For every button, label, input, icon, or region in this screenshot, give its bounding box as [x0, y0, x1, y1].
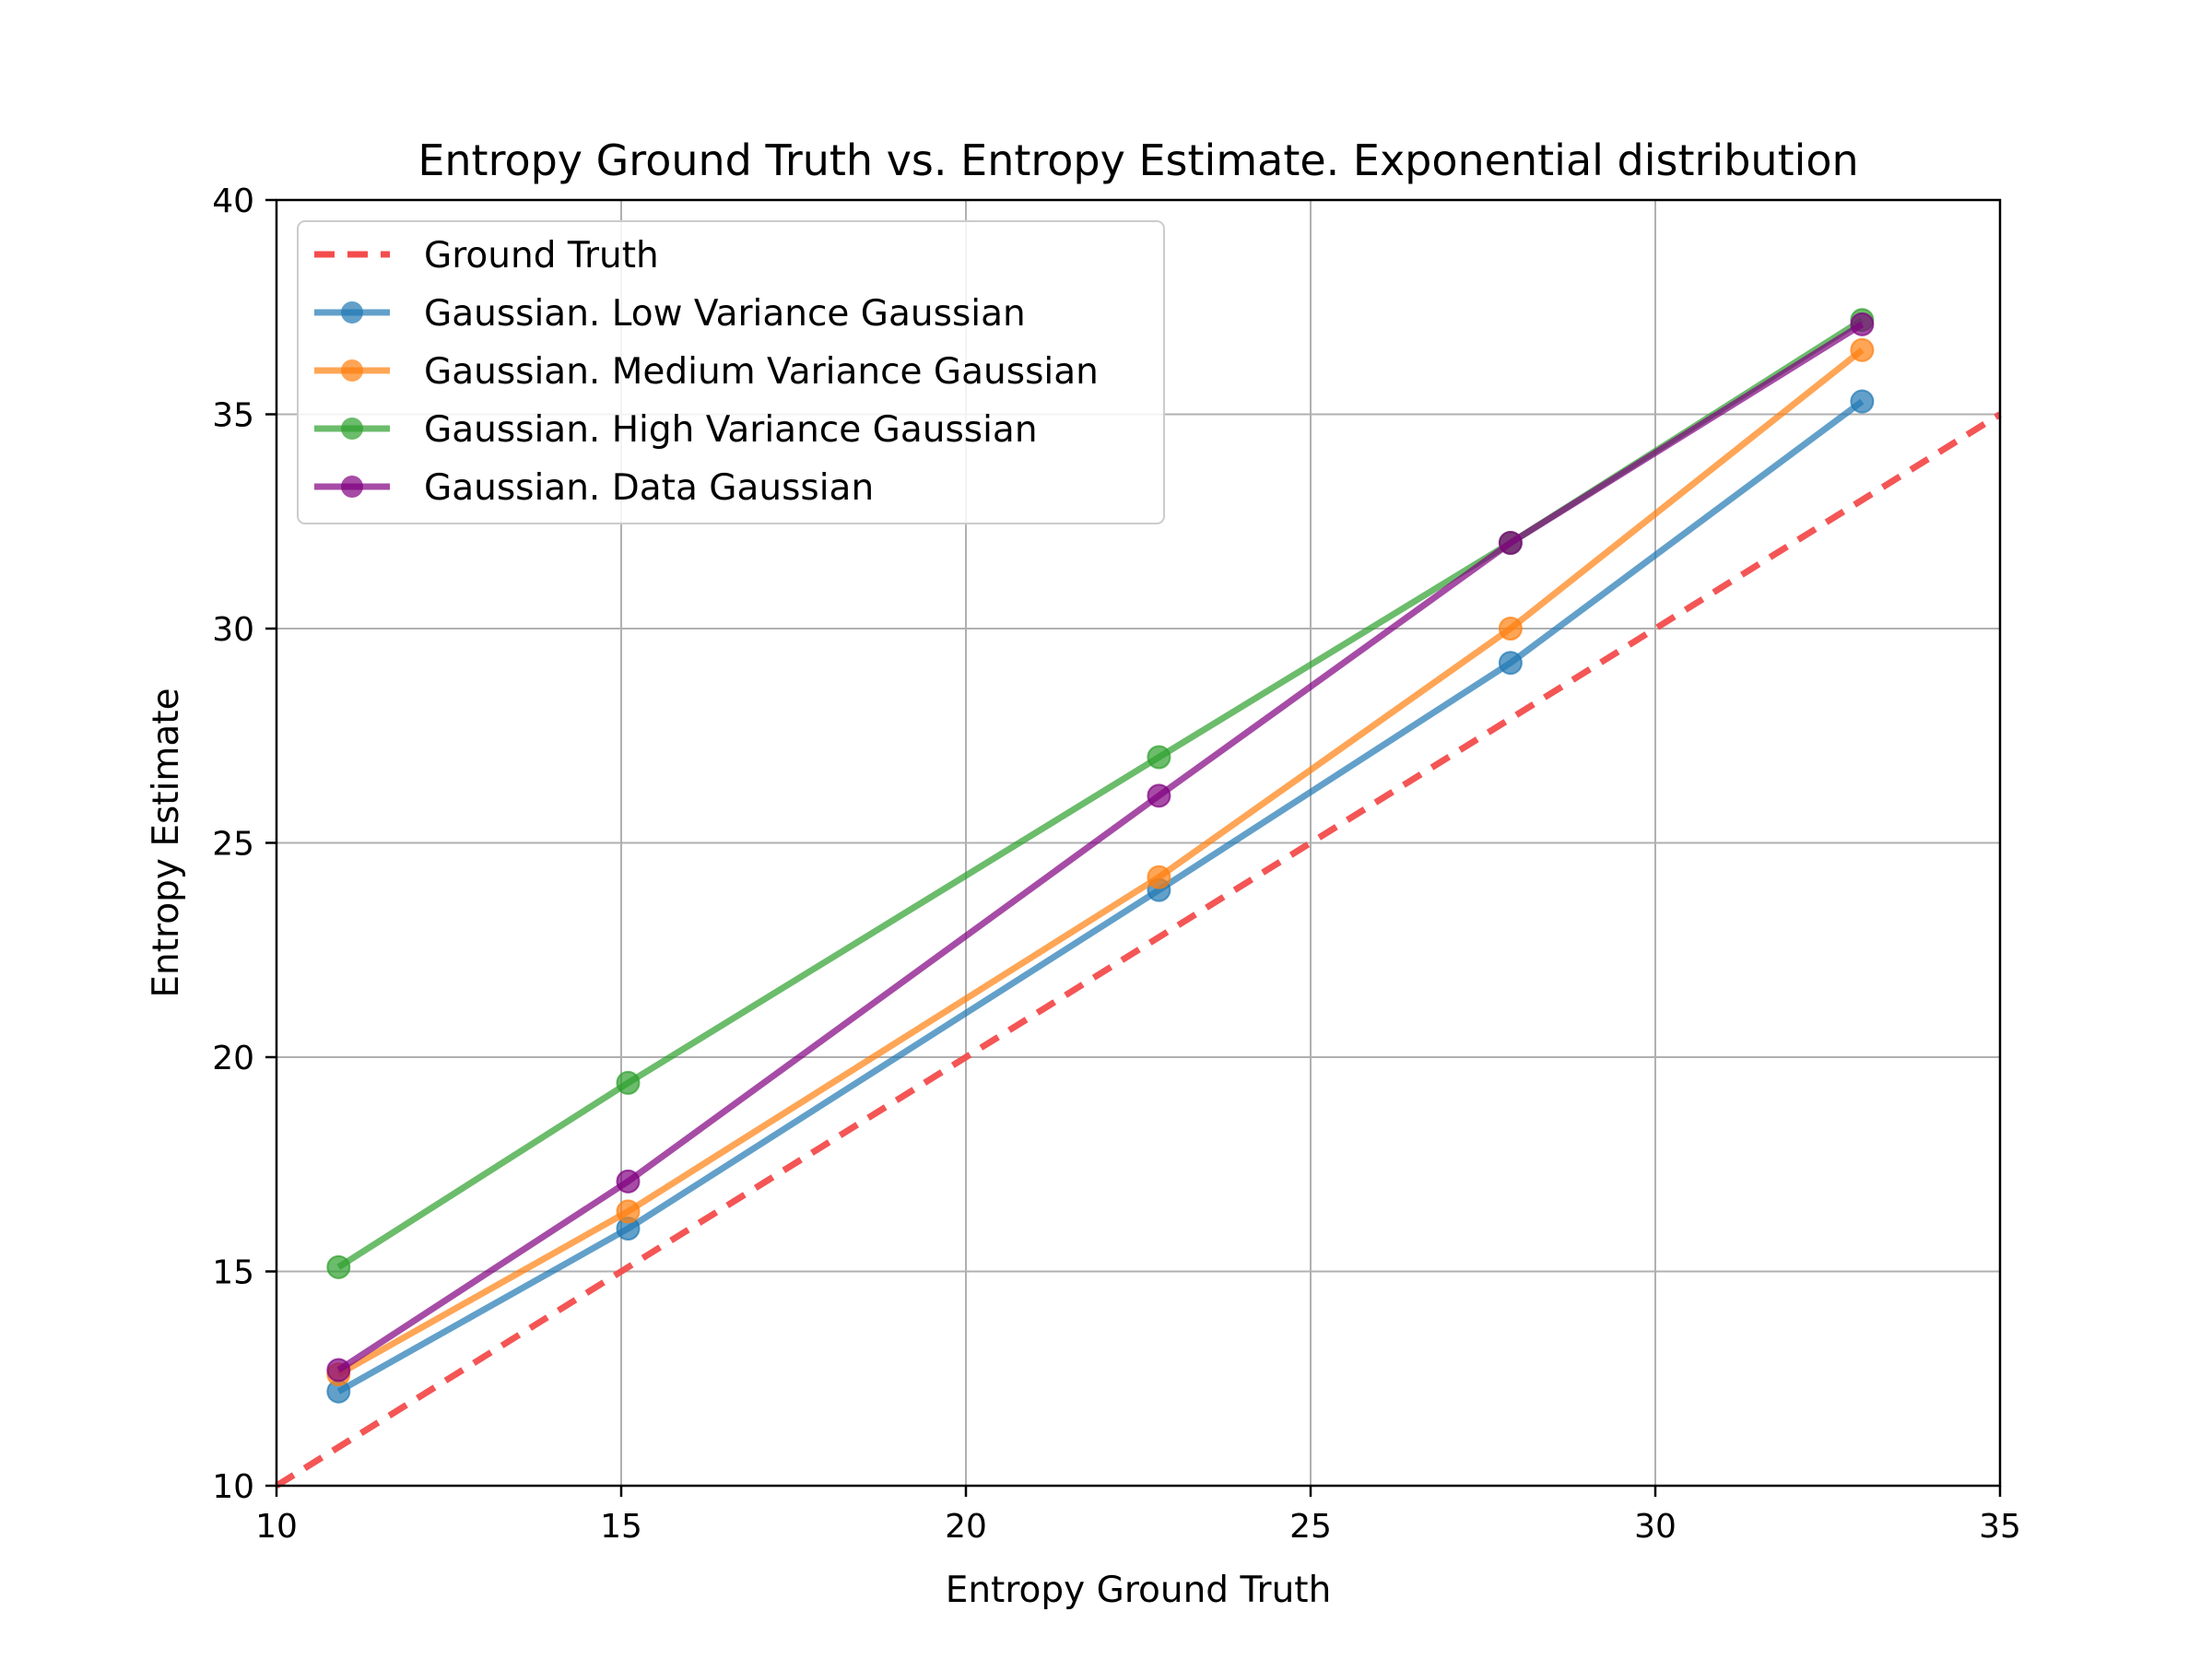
- y-tick-label: 10: [212, 1468, 254, 1506]
- data-point: [1147, 865, 1171, 889]
- data-point: [616, 1169, 641, 1194]
- series-4: [326, 312, 1875, 1382]
- x-tick-label: 10: [255, 1508, 298, 1546]
- legend-entry: Gaussian. Low Variance Gaussian: [314, 293, 1026, 335]
- legend-label: Gaussian. High Variance Gaussian: [424, 409, 1038, 451]
- y-tick-label: 15: [212, 1254, 254, 1292]
- series-group: [326, 308, 1875, 1404]
- legend-marker: [341, 301, 363, 324]
- series-2: [326, 337, 1875, 1387]
- legend-entry: Ground Truth: [314, 235, 659, 276]
- legend-entry: Gaussian. Medium Variance Gaussian: [314, 351, 1099, 393]
- data-point: [616, 1199, 641, 1224]
- data-point: [1498, 531, 1523, 555]
- legend-label: Gaussian. Data Gaussian: [424, 467, 874, 509]
- legend-label: Ground Truth: [424, 235, 659, 276]
- legend: Ground Truth Gaussian. Low Variance Gauss…: [297, 220, 1165, 524]
- data-point: [1147, 745, 1171, 770]
- y-tick-label: 25: [212, 826, 254, 864]
- x-tick-label: 35: [1979, 1508, 2021, 1546]
- ground-truth-line: [275, 411, 2002, 1488]
- y-tick-label: 35: [212, 397, 254, 435]
- legend-entry: Gaussian. Data Gaussian: [314, 467, 874, 509]
- y-axis-label: Entropy Estimate: [146, 688, 187, 997]
- y-tick-label: 30: [212, 611, 254, 649]
- data-point: [1147, 783, 1171, 808]
- x-tick-label: 30: [1634, 1508, 1677, 1546]
- chart-title: Entropy Ground Truth vs. Entropy Estimat…: [418, 135, 1858, 185]
- data-point: [1850, 389, 1875, 414]
- x-tick-label: 20: [945, 1508, 987, 1546]
- x-tick-label: 25: [1289, 1508, 1332, 1546]
- reference-line-group: [275, 411, 2002, 1488]
- y-tick-label: 40: [212, 182, 254, 220]
- data-point: [326, 1254, 351, 1279]
- x-tick-label: 15: [600, 1508, 642, 1546]
- legend-marker: [341, 418, 363, 440]
- data-point: [1498, 651, 1523, 676]
- x-axis-label: Entropy Ground Truth: [946, 1570, 1332, 1611]
- data-point: [1498, 617, 1523, 641]
- legend-label: Gaussian. Medium Variance Gaussian: [424, 351, 1099, 393]
- legend-entry: Gaussian. High Variance Gaussian: [314, 409, 1038, 451]
- legend-marker: [341, 359, 363, 382]
- ticks: 10 15 20 25 30 35 10 15 20 25 30 35 40: [212, 182, 2021, 1546]
- legend-box: [297, 220, 1165, 524]
- legend-label: Gaussian. Low Variance Gaussian: [424, 293, 1026, 335]
- y-tick-label: 20: [212, 1040, 254, 1077]
- data-point: [1850, 337, 1875, 362]
- legend-marker: [341, 476, 363, 498]
- data-point: [1850, 312, 1875, 336]
- data-point: [616, 1070, 641, 1095]
- data-point: [326, 1358, 351, 1382]
